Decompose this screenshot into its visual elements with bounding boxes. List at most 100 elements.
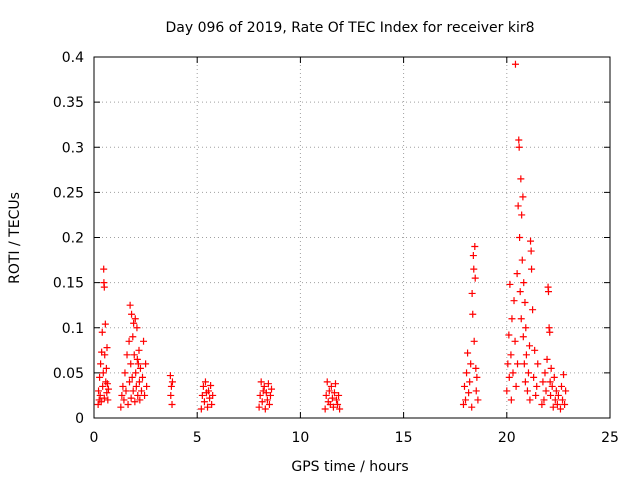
data-point <box>532 391 540 399</box>
plot-frame <box>93 56 611 419</box>
data-point <box>465 389 473 397</box>
data-point <box>469 310 477 318</box>
data-point <box>127 394 135 402</box>
data-point <box>517 315 525 323</box>
data-point <box>101 351 109 359</box>
data-point <box>524 369 532 377</box>
data-point <box>130 319 138 327</box>
x-tick-label: 0 <box>90 430 99 446</box>
data-point <box>541 369 549 377</box>
data-point <box>331 380 339 388</box>
data-point <box>329 403 337 411</box>
data-point <box>468 289 476 297</box>
data-point <box>140 337 148 345</box>
data-point <box>99 382 107 390</box>
data-point <box>104 396 112 404</box>
data-point <box>517 175 525 183</box>
data-point <box>125 337 133 345</box>
data-point <box>505 373 513 381</box>
data-point <box>474 396 482 404</box>
data-point <box>547 391 555 399</box>
data-point <box>128 310 136 318</box>
data-point <box>142 360 150 368</box>
data-point <box>122 387 130 395</box>
data-point <box>514 202 522 210</box>
data-point <box>207 382 215 390</box>
data-point <box>101 320 109 328</box>
y-tick-label: 0.1 <box>62 321 84 337</box>
data-point <box>134 391 142 399</box>
data-point <box>99 369 107 377</box>
y-axis-label: ROTI / TECUs <box>7 192 23 284</box>
data-point <box>130 351 138 359</box>
data-point <box>132 369 140 377</box>
data-point <box>328 394 336 402</box>
data-point <box>547 364 555 372</box>
data-point <box>166 372 174 380</box>
data-point <box>259 387 267 395</box>
data-point <box>470 337 478 345</box>
data-point <box>512 382 520 390</box>
data-point <box>104 385 112 393</box>
data-point <box>198 391 206 399</box>
data-point <box>528 265 536 273</box>
data-point <box>506 280 514 288</box>
data-point <box>131 398 139 406</box>
data-point <box>139 373 147 381</box>
data-point <box>100 265 108 273</box>
data-point <box>335 391 343 399</box>
data-point <box>103 344 111 352</box>
data-point <box>518 211 526 219</box>
data-point <box>546 328 554 336</box>
data-point <box>199 382 207 390</box>
x-tick-label: 15 <box>395 430 413 446</box>
data-point <box>511 60 519 68</box>
data-point <box>553 400 561 408</box>
data-point <box>127 360 135 368</box>
data-point <box>97 398 105 406</box>
data-point <box>103 380 111 388</box>
data-point <box>98 328 106 336</box>
data-point <box>507 351 515 359</box>
y-tick-label: 0.35 <box>53 95 84 111</box>
data-point <box>205 387 213 395</box>
data-point <box>256 391 264 399</box>
y-tick-label: 0.25 <box>53 185 84 201</box>
data-point <box>507 396 515 404</box>
data-point <box>119 382 127 390</box>
data-point <box>511 337 519 345</box>
data-point <box>540 396 548 404</box>
data-point <box>260 382 268 390</box>
data-point <box>168 378 176 386</box>
data-point <box>208 400 216 408</box>
data-point <box>515 136 523 144</box>
y-tick-label: 0.4 <box>62 50 84 66</box>
data-point <box>135 378 143 386</box>
data-point <box>268 385 276 393</box>
data-point <box>516 288 524 296</box>
data-point <box>471 243 479 251</box>
data-point <box>509 369 517 377</box>
data-point <box>96 373 104 381</box>
data-point <box>132 382 140 390</box>
axis-ticks: 0 5 10 15 20 25 0 0.05 0.1 0.15 0.2 0.25 0.3 0.35 0.4 <box>53 50 619 446</box>
data-point <box>534 360 542 368</box>
data-point <box>526 396 534 404</box>
data-point <box>548 382 556 390</box>
data-point <box>336 405 344 413</box>
chart-title: Day 096 of 2019, Rate Of TEC Index for r… <box>165 20 534 36</box>
data-point <box>505 331 513 339</box>
data-point <box>521 378 529 386</box>
data-point <box>471 274 479 282</box>
data-point <box>551 396 559 404</box>
data-point <box>459 400 467 408</box>
data-point <box>102 364 110 372</box>
data-point <box>120 396 128 404</box>
data-point <box>529 306 537 314</box>
data-point <box>204 403 212 411</box>
data-point <box>519 193 527 201</box>
data-point <box>460 382 468 390</box>
data-point <box>265 400 273 408</box>
data-point <box>526 342 534 350</box>
data-points <box>94 60 570 413</box>
